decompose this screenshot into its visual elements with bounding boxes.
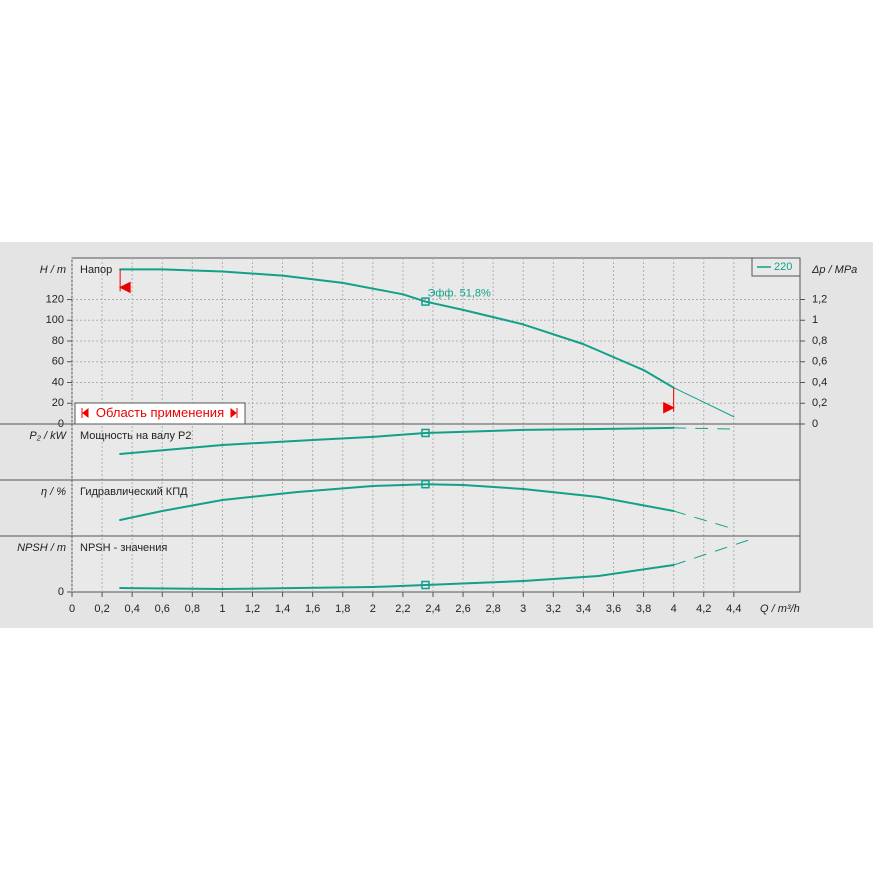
curve-segment <box>582 343 645 372</box>
curve-segment <box>119 510 164 521</box>
curve-segment <box>673 427 735 430</box>
y-tick-label: 20 <box>52 397 64 409</box>
curve-segment <box>371 431 427 438</box>
x-tick-label: 2,2 <box>395 603 410 615</box>
curve-segment <box>296 485 374 493</box>
x-tick-label: 0,6 <box>155 603 170 615</box>
y2-axis-label: Δp / MPa <box>811 264 857 276</box>
curve-segment <box>371 483 427 487</box>
x-tick-label: 1,4 <box>275 603 290 615</box>
curve-segment <box>642 369 675 389</box>
curve-segment <box>597 496 675 512</box>
y-tick-label: 0 <box>58 586 64 598</box>
x-tick-label: 0,2 <box>94 603 109 615</box>
curve-segment <box>311 435 374 441</box>
curve-segment <box>522 488 600 498</box>
curve-segment <box>522 428 600 431</box>
curve-segment <box>371 584 427 588</box>
y-axis-label: η / % <box>41 486 66 498</box>
curve-segment <box>673 539 750 566</box>
x-tick-label: 2,8 <box>486 603 501 615</box>
y2-tick-label: 0,4 <box>812 376 827 388</box>
x-tick-label: 4,2 <box>696 603 711 615</box>
curve-segment <box>341 281 404 296</box>
x-tick-label: 3,8 <box>636 603 651 615</box>
curve-segment <box>424 580 525 586</box>
duty-point <box>421 297 430 306</box>
y-tick-label: 40 <box>52 376 64 388</box>
x-axis-label: Q / m³/h <box>760 603 800 615</box>
x-tick-label: 0,4 <box>125 603 140 615</box>
curve-segment <box>703 401 735 418</box>
curve-segment <box>673 387 705 403</box>
y2-tick-label: 1 <box>812 314 818 326</box>
x-tick-label: 3 <box>520 603 526 615</box>
x-tick-label: 4 <box>671 603 677 615</box>
panel-title: Напор <box>80 264 112 276</box>
y-tick-label: 100 <box>46 314 64 326</box>
x-tick-label: 0 <box>69 603 75 615</box>
curve-segment <box>424 300 465 311</box>
legend-box <box>751 257 801 277</box>
y-axis-label: H / m <box>40 264 66 276</box>
duty-point <box>421 428 430 438</box>
annotation: Эфф. 51,8% <box>427 287 491 299</box>
y-tick-label: 80 <box>52 335 64 347</box>
curve-segment <box>597 564 675 577</box>
y-axis-label: P₂ / kW <box>29 430 67 442</box>
y2-tick-label: 0 <box>812 418 818 430</box>
curve-segment <box>424 483 465 486</box>
curve-segment <box>597 426 675 431</box>
y2-tick-label: 0,8 <box>812 335 827 347</box>
curve-segment <box>281 274 344 284</box>
panel-title: Гидравлический КПД <box>80 486 188 498</box>
x-tick-label: 3,2 <box>546 603 561 615</box>
panel-title: Мощность на валу P2 <box>80 430 192 442</box>
x-tick-label: 1,2 <box>245 603 260 615</box>
curve-segment <box>221 270 284 277</box>
legend-label: 220 <box>774 261 792 273</box>
range-arrow-right <box>230 407 238 419</box>
curve-segment <box>673 510 735 530</box>
curve-segment <box>221 587 299 590</box>
y2-tick-label: 1,2 <box>812 293 827 305</box>
application-range-label: Область применения <box>96 405 224 420</box>
x-tick-label: 3,6 <box>606 603 621 615</box>
duty-point <box>421 479 430 489</box>
x-tick-label: 2,4 <box>425 603 440 615</box>
y-tick-label: 120 <box>46 293 64 305</box>
x-tick-label: 2 <box>370 603 376 615</box>
x-tick-label: 1,8 <box>335 603 350 615</box>
curve-segment <box>221 491 299 501</box>
x-tick-label: 3,4 <box>576 603 591 615</box>
range-limit-left <box>119 269 131 294</box>
curve-segment <box>522 323 585 346</box>
x-tick-label: 4,4 <box>726 603 741 615</box>
x-tick-label: 1 <box>219 603 225 615</box>
panel-title: NPSH - значения <box>80 542 167 554</box>
y-tick-label: 60 <box>52 356 64 368</box>
x-tick-label: 0,8 <box>185 603 200 615</box>
range-limit-right <box>663 387 675 414</box>
x-tick-label: 2,6 <box>455 603 470 615</box>
curve-segment <box>296 586 374 589</box>
range-arrow-left <box>81 407 89 419</box>
curve-segment <box>161 268 224 273</box>
curve-segment <box>462 484 525 490</box>
curve-segment <box>119 587 224 590</box>
y2-tick-label: 0,2 <box>812 397 827 409</box>
curve-segment <box>221 438 314 446</box>
y2-tick-label: 0,6 <box>812 356 827 368</box>
plot-frame <box>71 257 801 593</box>
x-tick-label: 1,6 <box>305 603 320 615</box>
curve-segment <box>161 499 224 512</box>
curve-segment <box>119 444 224 455</box>
duty-point <box>421 580 430 590</box>
curve-segment <box>462 308 525 326</box>
curve-segment <box>424 428 525 434</box>
y-axis-label: NPSH / m <box>17 542 66 554</box>
curve-segment <box>522 575 600 582</box>
